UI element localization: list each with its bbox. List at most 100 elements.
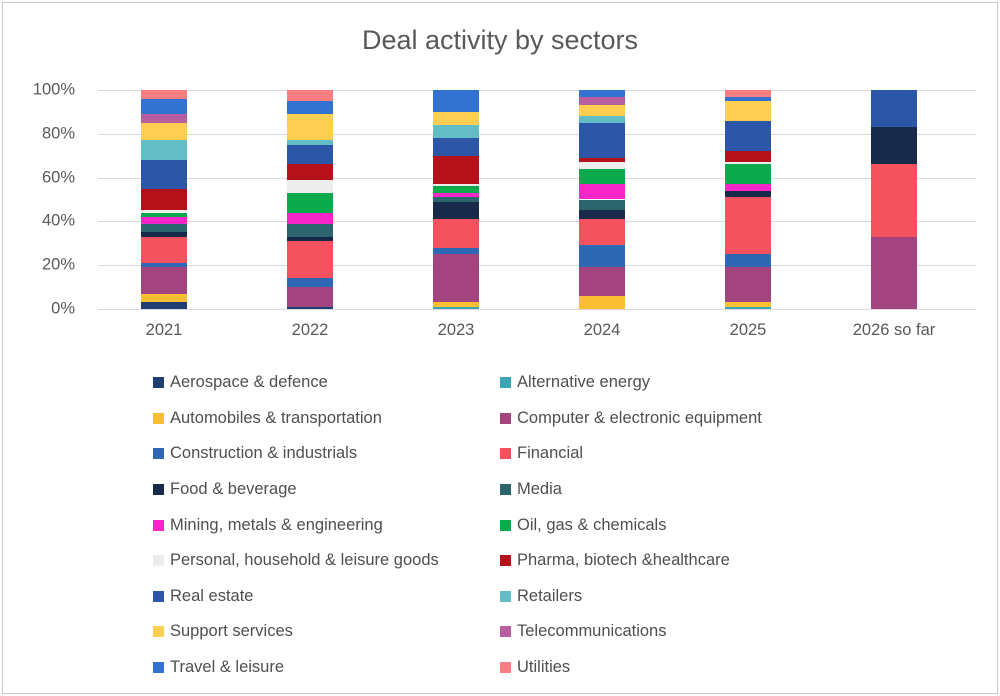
bar-segment bbox=[141, 160, 187, 189]
legend-swatch-icon bbox=[500, 484, 511, 496]
legend-label: Aerospace & defence bbox=[170, 373, 328, 392]
bar-segment bbox=[141, 217, 187, 224]
legend-label: Computer & electronic equipment bbox=[517, 408, 762, 427]
y-tick-label: 60% bbox=[41, 168, 75, 187]
bar-segment bbox=[579, 267, 625, 296]
y-tick-label: 100% bbox=[32, 80, 75, 99]
legend-swatch-icon bbox=[153, 377, 164, 389]
legend-swatch-icon bbox=[500, 448, 511, 460]
legend-label: Support services bbox=[170, 622, 293, 641]
bar-segment bbox=[287, 306, 333, 309]
bar-segment bbox=[579, 168, 625, 185]
legend-item: Alternative energy bbox=[500, 365, 883, 401]
x-tick-label: 2025 bbox=[729, 321, 767, 339]
gridline-20 bbox=[98, 265, 976, 267]
chart-title: Deal activity by sectors bbox=[361, 25, 639, 55]
bar-segment bbox=[287, 140, 333, 145]
legend-label: Alternative energy bbox=[517, 373, 650, 392]
bar-segment bbox=[433, 201, 479, 220]
bar-segment bbox=[579, 245, 625, 268]
legend-item: Support services bbox=[153, 614, 500, 650]
legend-label: Media bbox=[517, 480, 562, 499]
bar-segment bbox=[433, 111, 479, 126]
bar-segment bbox=[725, 162, 771, 165]
bar-segment bbox=[725, 151, 771, 163]
legend-item: Food & beverage bbox=[153, 472, 500, 508]
bar-segment bbox=[287, 287, 333, 307]
legend-swatch-icon bbox=[500, 662, 511, 674]
bar-segment bbox=[141, 188, 187, 211]
x-tick-label: 2021 bbox=[145, 321, 183, 339]
y-tick-label: 40% bbox=[41, 211, 75, 230]
bar-segment bbox=[725, 267, 771, 303]
bar-segment bbox=[287, 164, 333, 180]
bar-segment bbox=[725, 197, 771, 255]
legend-item: Financial bbox=[500, 436, 883, 472]
bar-segment bbox=[433, 155, 479, 185]
bar-segment bbox=[725, 100, 771, 121]
bar-segment bbox=[579, 199, 625, 211]
bar-segment bbox=[579, 210, 625, 220]
bar-segment bbox=[141, 302, 187, 309]
bar-segment bbox=[141, 98, 187, 115]
legend-swatch-icon bbox=[153, 555, 164, 567]
legend-swatch-icon bbox=[153, 590, 164, 602]
bar-segment bbox=[579, 105, 625, 117]
plot-area: 100% 80% 60% 40% 20% 0% 2021 2022 2023 2024 2025 2… bbox=[3, 3, 997, 363]
legend-item: Automobiles & transportation bbox=[153, 401, 500, 437]
bar-segment bbox=[579, 122, 625, 158]
bar-segment bbox=[141, 122, 187, 141]
bar-segment bbox=[141, 212, 187, 217]
bar-segment bbox=[433, 197, 479, 202]
legend-item: Mining, metals & engineering bbox=[153, 507, 500, 543]
bar-segment bbox=[287, 144, 333, 165]
bar-segment bbox=[579, 90, 625, 97]
legend-swatch-icon bbox=[153, 662, 164, 674]
bar-segment bbox=[433, 302, 479, 307]
bar-segment bbox=[433, 254, 479, 303]
bar-segment bbox=[141, 90, 187, 99]
bar-segment bbox=[287, 179, 333, 193]
bar-segment bbox=[287, 100, 333, 115]
bar-segment bbox=[141, 267, 187, 294]
legend-item: Utilities bbox=[500, 650, 883, 686]
bar-segment bbox=[871, 236, 917, 309]
legend-label: Oil, gas & chemicals bbox=[517, 515, 667, 534]
legend-swatch-icon bbox=[500, 555, 511, 567]
bar-segment bbox=[579, 295, 625, 309]
legend-label: Retailers bbox=[517, 586, 583, 605]
bar-segment bbox=[287, 241, 333, 279]
legend-item: Aerospace & defence bbox=[153, 365, 500, 401]
legend-item: Retailers bbox=[500, 579, 883, 615]
x-tick-label: 2023 bbox=[437, 321, 475, 339]
legend-item: Personal, household & leisure goods bbox=[153, 543, 500, 579]
bar-segment bbox=[141, 232, 187, 237]
legend: Aerospace & defence Alternative energy Aut… bbox=[153, 365, 883, 685]
bar-segment bbox=[433, 138, 479, 156]
bar-segment bbox=[433, 247, 479, 255]
bar-segment bbox=[433, 90, 479, 112]
bar-segment bbox=[725, 120, 771, 152]
bar-segment bbox=[287, 212, 333, 224]
bar-segment bbox=[579, 219, 625, 246]
bar-segment bbox=[141, 263, 187, 268]
legend-label: Food & beverage bbox=[170, 480, 297, 499]
legend-item: Computer & electronic equipment bbox=[500, 401, 883, 437]
legend-label: Construction & industrials bbox=[170, 444, 358, 463]
bar-segment bbox=[725, 96, 771, 101]
bar-segment bbox=[287, 236, 333, 242]
legend-item: Construction & industrials bbox=[153, 436, 500, 472]
bar-segment bbox=[433, 219, 479, 248]
bar-segment bbox=[141, 114, 187, 123]
bar-segment bbox=[141, 223, 187, 233]
legend-item: Travel & leisure bbox=[153, 650, 500, 686]
bar-segment bbox=[141, 293, 187, 303]
legend-item: Real estate bbox=[153, 579, 500, 615]
legend-swatch-icon bbox=[500, 519, 511, 531]
legend-item: Pharma, biotech &healthcare bbox=[500, 543, 883, 579]
legend-swatch-icon bbox=[500, 590, 511, 602]
legend-label: Mining, metals & engineering bbox=[170, 515, 383, 534]
bar-segment bbox=[141, 236, 187, 263]
legend-item: Oil, gas & chemicals bbox=[500, 507, 883, 543]
